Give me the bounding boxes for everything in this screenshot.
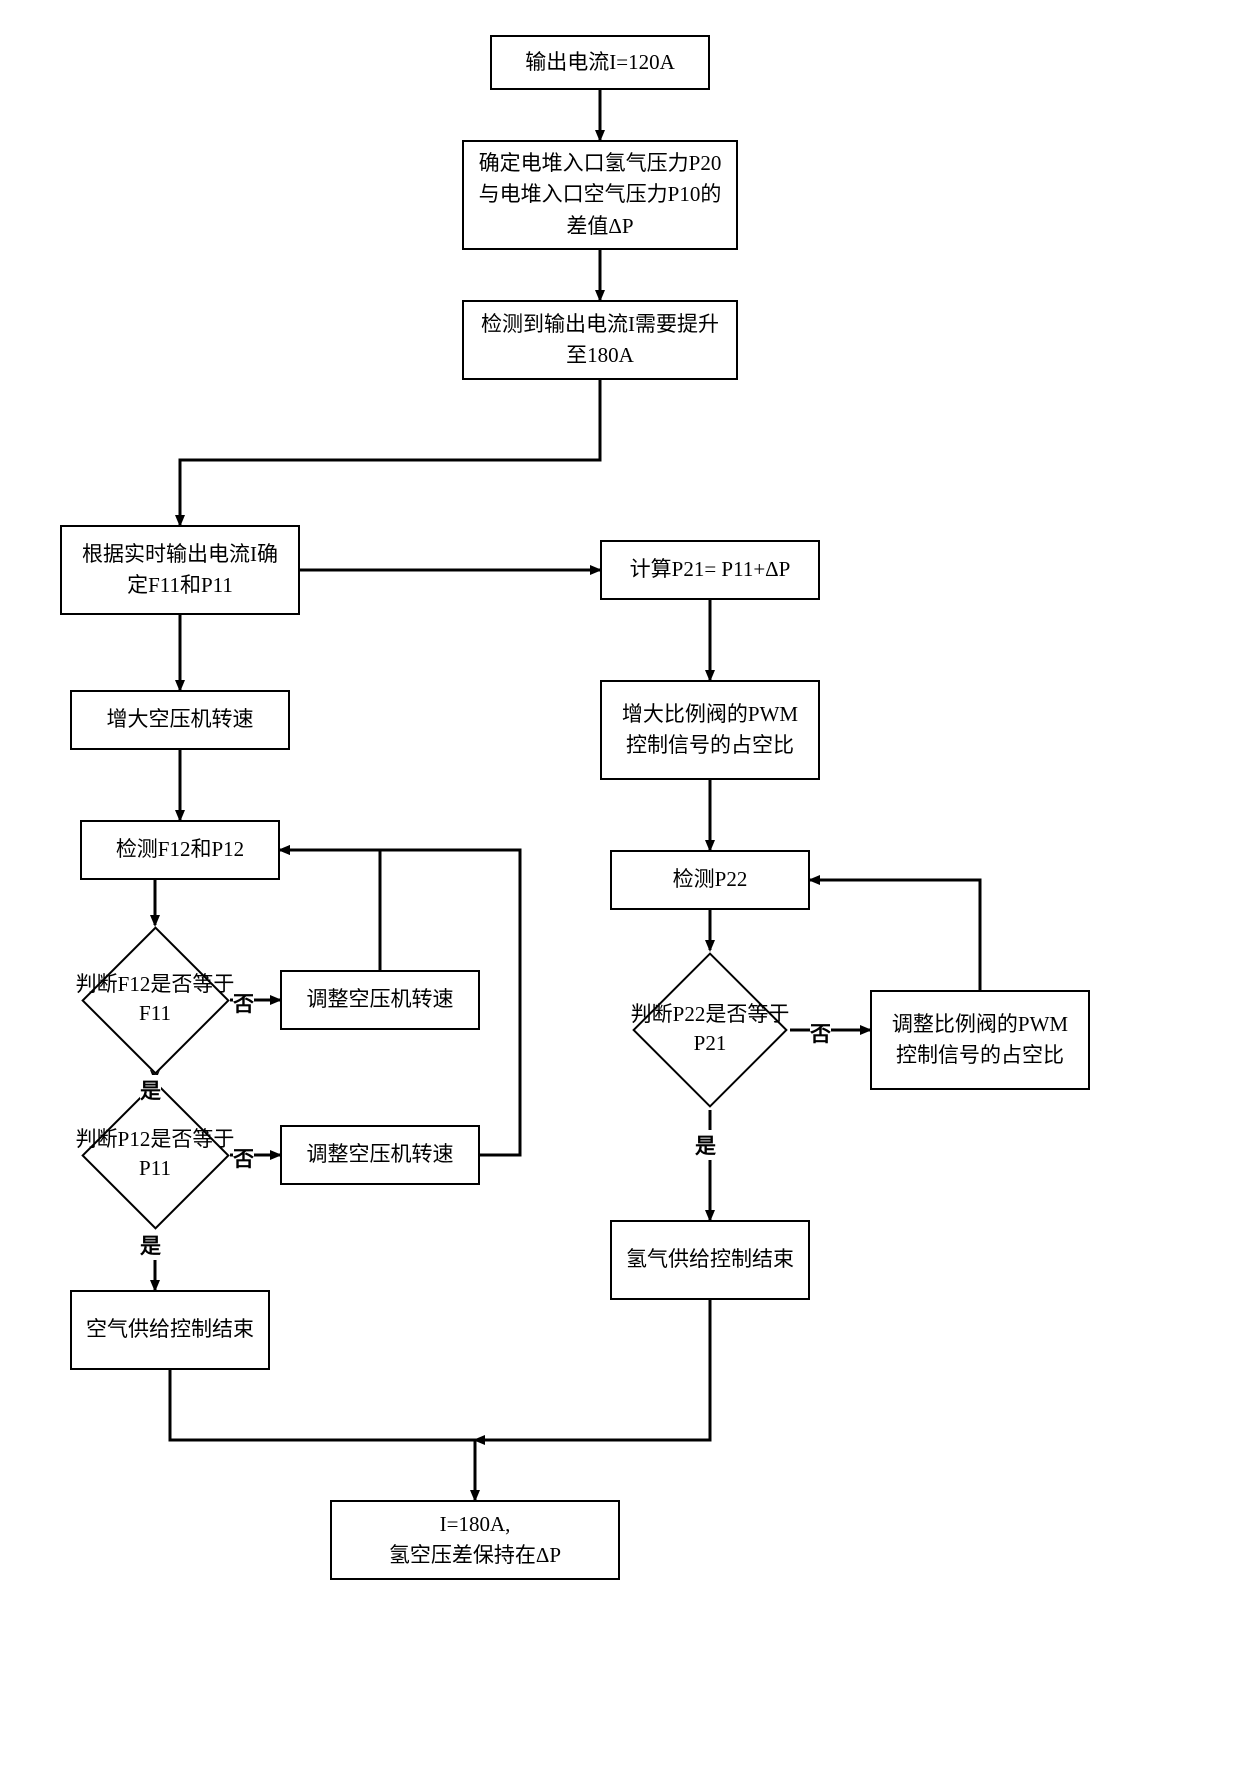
edge-label-no-3: 否 xyxy=(810,1018,831,1048)
node-calc-p21: 计算P21= P11+ΔP xyxy=(600,540,820,600)
node-text: 增大空压机转速 xyxy=(107,704,254,736)
node-text: 输出电流I=120A xyxy=(525,47,675,79)
edge-label-yes-3: 是 xyxy=(695,1130,716,1160)
node-adjust-compressor-1: 调整空压机转速 xyxy=(280,970,480,1030)
node-h2-end: 氢气供给控制结束 xyxy=(610,1220,810,1300)
node-text: I=180A, 氢空压差保持在ΔP xyxy=(389,1509,561,1572)
node-increase-compressor: 增大空压机转速 xyxy=(70,690,290,750)
node-text: 根据实时输出电流I确定F11和P11 xyxy=(74,539,286,602)
node-detect-current: 检测到输出电流I需要提升至180A xyxy=(462,300,738,380)
node-text: 氢气供给控制结束 xyxy=(626,1244,794,1276)
decision-f12-f11 xyxy=(81,926,229,1074)
node-text: 增大比例阀的PWM控制信号的占空比 xyxy=(614,699,806,762)
edge-label-yes-1: 是 xyxy=(140,1075,161,1105)
node-increase-pwm: 增大比例阀的PWM控制信号的占空比 xyxy=(600,680,820,780)
node-text: 调整空压机转速 xyxy=(307,1139,454,1171)
node-text: 空气供给控制结束 xyxy=(86,1314,254,1346)
node-final: I=180A, 氢空压差保持在ΔP xyxy=(330,1500,620,1580)
node-text: 检测P22 xyxy=(673,864,748,896)
node-text: 调整空压机转速 xyxy=(307,984,454,1016)
node-detect-f12p12: 检测F12和P12 xyxy=(80,820,280,880)
node-text: 检测到输出电流I需要提升至180A xyxy=(476,309,724,372)
node-output-current: 输出电流I=120A xyxy=(490,35,710,90)
node-determine-f11p11: 根据实时输出电流I确定F11和P11 xyxy=(60,525,300,615)
node-detect-p22: 检测P22 xyxy=(610,850,810,910)
decision-p22-p21 xyxy=(632,952,788,1108)
node-text: 计算P21= P11+ΔP xyxy=(630,554,791,586)
node-text: 检测F12和P12 xyxy=(116,834,244,866)
edge-label-no-1: 否 xyxy=(233,988,254,1018)
node-pressure-diff: 确定电堆入口氢气压力P20与电堆入口空气压力P10的差值ΔP xyxy=(462,140,738,250)
node-text: 确定电堆入口氢气压力P20与电堆入口空气压力P10的差值ΔP xyxy=(476,148,724,243)
node-adjust-pwm: 调整比例阀的PWM控制信号的占空比 xyxy=(870,990,1090,1090)
edge-label-yes-2: 是 xyxy=(140,1230,161,1260)
node-adjust-compressor-2: 调整空压机转速 xyxy=(280,1125,480,1185)
edge-label-no-2: 否 xyxy=(233,1143,254,1173)
node-text: 调整比例阀的PWM控制信号的占空比 xyxy=(884,1009,1076,1072)
node-air-end: 空气供给控制结束 xyxy=(70,1290,270,1370)
